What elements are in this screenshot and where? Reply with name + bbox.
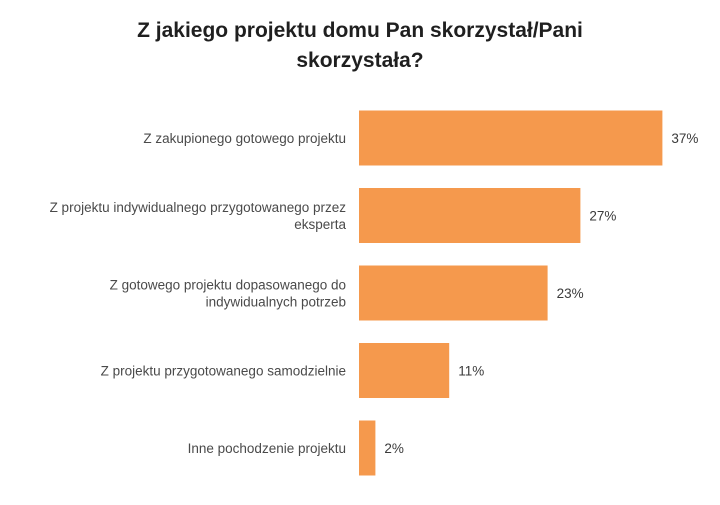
chart-title: Z jakiego projektu domu Pan skorzystał/P… — [0, 16, 720, 76]
category-label-4: Z projektu przygotowanego samodzielnie — [101, 364, 346, 379]
bar-5 — [359, 420, 376, 476]
bar-3 — [359, 265, 548, 321]
value-label-3: 23% — [557, 286, 584, 301]
chart-title-line-1: Z jakiego projektu domu Pan skorzystał/P… — [137, 19, 583, 42]
category-label-2: Z projektu indywidualnego przygotowanego… — [50, 200, 347, 232]
value-label-4: 11% — [458, 364, 484, 379]
value-label-5: 2% — [384, 441, 404, 456]
chart-title-line-2: skorzystała? — [296, 49, 424, 72]
category-label-2-line-1: Z projektu indywidualnego przygotowanego… — [50, 200, 347, 215]
bar-1 — [359, 110, 663, 166]
value-label-1: 37% — [671, 131, 698, 146]
category-label-1-line-1: Z zakupionego gotowego projektu — [143, 131, 346, 146]
category-label-3-line-1: Z gotowego projektu dopasowanego do — [110, 278, 346, 293]
bar-2 — [359, 188, 581, 243]
category-label-5-line-1: Inne pochodzenie projektu — [188, 441, 346, 456]
category-label-1: Z zakupionego gotowego projektu — [143, 131, 346, 146]
value-label-2: 27% — [589, 209, 616, 224]
category-label-4-line-1: Z projektu przygotowanego samodzielnie — [101, 364, 346, 379]
category-label-2-line-2: eksperta — [294, 217, 346, 232]
bar-4 — [359, 343, 450, 398]
category-label-5: Inne pochodzenie projektu — [188, 441, 346, 456]
category-label-3: Z gotowego projektu dopasowanego do indyw… — [110, 278, 346, 310]
category-label-3-line-2: indywidualnych potrzeb — [206, 295, 346, 310]
